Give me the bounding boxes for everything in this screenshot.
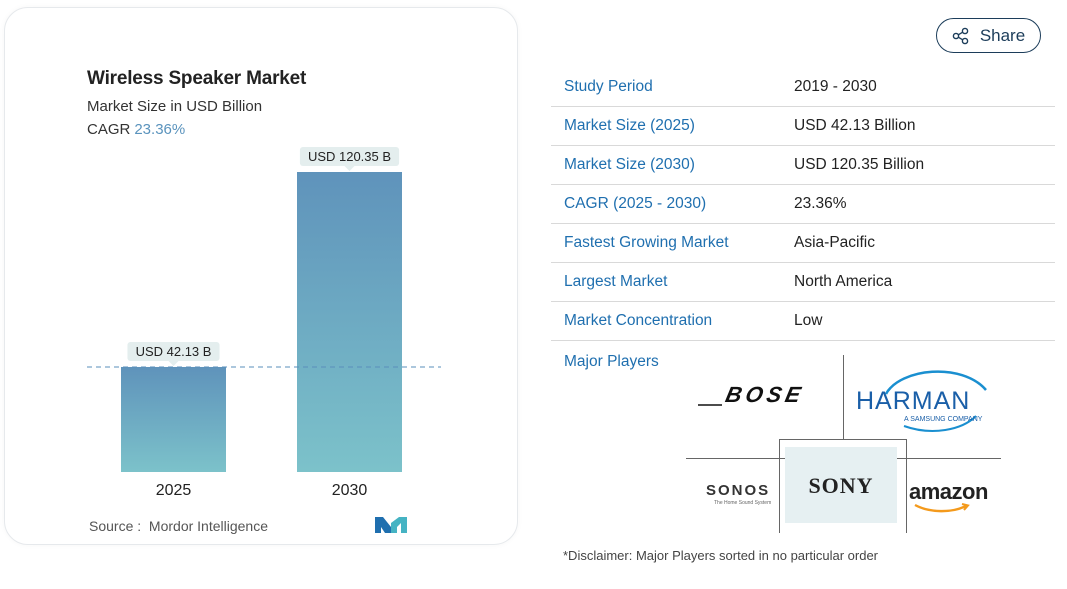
x-tick-label: 2030 — [332, 482, 368, 499]
summary-key: Fastest Growing Market — [564, 234, 729, 251]
summary-value: USD 42.13 Billion — [794, 117, 916, 134]
divider — [843, 355, 844, 439]
harman-logo-tag: A SAMSUNG COMPANY — [904, 416, 983, 423]
summary-row: Largest Market North America — [551, 263, 1055, 302]
source-line: Source : Mordor Intelligence — [89, 518, 268, 534]
data-label-pointer — [344, 166, 355, 171]
share-label: Share — [979, 25, 1026, 45]
summary-value: North America — [794, 273, 893, 290]
harman-logo: HARMAN A SAMSUNG COMPANY — [852, 364, 992, 432]
summary-row: Market Size (2030) USD 120.35 Billion — [551, 146, 1055, 185]
sonos-logo: SONOS — [706, 482, 771, 499]
summary-key: CAGR (2025 - 2030) — [564, 195, 707, 212]
sony-highlight — [785, 447, 897, 523]
amazon-smile-icon — [914, 503, 970, 513]
harman-swoosh-icon — [884, 370, 987, 432]
divider — [906, 439, 907, 533]
share-button[interactable]: Share — [936, 18, 1041, 53]
summary-key: Market Size (2030) — [564, 156, 695, 173]
data-label: USD 120.35 B — [308, 149, 391, 164]
bar — [297, 172, 402, 472]
sony-logo: SONY — [808, 473, 874, 498]
summary-row: Market Size (2025) USD 42.13 Billion — [551, 107, 1055, 146]
summary-value: Low — [794, 312, 823, 329]
summary-row: Study Period 2019 - 2030 — [551, 68, 1055, 107]
summary-row: Fastest Growing Market Asia-Pacific — [551, 224, 1055, 263]
summary-key: Study Period — [564, 78, 653, 95]
divider — [779, 439, 907, 440]
x-tick-label: 2025 — [156, 482, 192, 499]
summary-value: Asia-Pacific — [794, 234, 875, 251]
data-label-pointer — [168, 360, 179, 366]
bar-chart: USD 42.13 B 2025 USD 120.35 B 2030 — [87, 147, 441, 499]
data-label: USD 42.13 B — [136, 344, 212, 359]
source-value: Mordor Intelligence — [148, 518, 268, 534]
major-players-label: Major Players — [564, 353, 659, 370]
summary-row: CAGR (2025 - 2030) 23.36% — [551, 185, 1055, 224]
summary-value: 23.36% — [794, 195, 847, 212]
cagr-label: CAGR — [87, 121, 131, 138]
mordor-logo-icon — [375, 517, 407, 533]
amazon-logo: amazon — [909, 479, 988, 504]
bar — [121, 366, 226, 472]
divider — [779, 439, 780, 533]
bose-logo: BOSE — [698, 382, 807, 407]
summary-value: USD 120.35 Billion — [794, 156, 925, 173]
chart-subtitle: Market Size in USD Billion — [87, 98, 263, 115]
chart-card: USD 42.13 B 2025 USD 120.35 B 2030 Wireless… — [4, 7, 518, 545]
sonos-logo-tag: The Home Sound System — [714, 500, 772, 506]
data-label-bg — [299, 147, 400, 166]
cagr-value: 23.36% — [134, 121, 186, 138]
harman-logo-text: HARMAN — [856, 387, 971, 415]
summary-key: Market Size (2025) — [564, 117, 695, 134]
summary-key: Largest Market — [564, 273, 668, 290]
disclaimer: *Disclaimer: Major Players sorted in no … — [563, 548, 879, 563]
bose-logo-text: BOSE — [723, 382, 807, 407]
summary-row: Market Concentration Low — [551, 302, 1055, 341]
cagr-line: CAGR 23.36% — [87, 121, 185, 138]
major-players-grid: BOSE HARMAN A SAMSUNG COMPANY SONY SONOS… — [686, 355, 1001, 533]
chart-title: Wireless Speaker Market — [87, 68, 307, 89]
summary-key: Market Concentration — [564, 312, 713, 329]
share-icon — [952, 27, 969, 44]
data-label-bg — [127, 341, 220, 361]
source-label: Source : — [89, 518, 142, 534]
market-summary-table: Study Period 2019 - 2030 Market Size (202… — [551, 68, 1055, 341]
summary-value: 2019 - 2030 — [794, 78, 877, 95]
